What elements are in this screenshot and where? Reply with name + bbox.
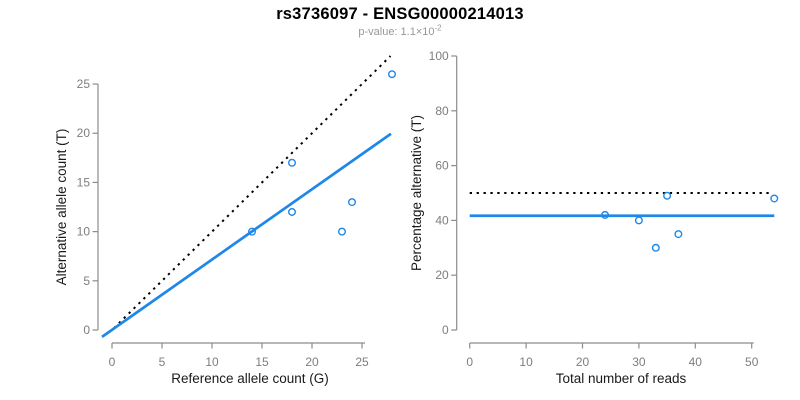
x-tick-label: 40 [689,355,703,369]
data-point [288,207,297,216]
x-tick-label: 10 [519,355,533,369]
pvalue-subtitle: p-value: 1.1×10-2 [0,23,800,38]
y-tick-label: 10 [77,225,91,239]
x-tick-label: 30 [632,355,646,369]
y-tick-label: 20 [435,268,449,282]
y-tick-label: 0 [442,323,449,337]
x-tick-label: 10 [205,355,219,369]
data-point [663,191,672,200]
y-tick-label: 80 [435,104,449,118]
page-title: rs3736097 - ENSG00000214013 [276,5,524,23]
allele-count-scatter-panel: 0 5 10 15 20 25 0 5 10 15 20 25 Reference allele cou… [54,55,397,386]
data-point [338,227,347,236]
pvalue-text: p-value: 1.1×10 [358,26,435,38]
data-point [651,243,660,252]
x-tick-label: 0 [466,355,473,369]
data-point [601,210,610,219]
identity-line [113,55,392,329]
x-tick-label: 50 [745,355,759,369]
percentage-scatter-panel: 0 10 20 30 40 50 0 20 40 60 80 100 Total number of r… [409,49,779,386]
x-axis-title: Total number of reads [556,371,687,386]
fit-line [101,132,392,338]
x-tick-label: 0 [109,355,116,369]
data-point [288,158,297,167]
x-tick-label: 25 [355,355,369,369]
data-point [770,194,779,203]
y-tick-label: 60 [435,159,449,173]
data-point [348,198,357,207]
x-axis-title: Reference allele count (G) [171,371,329,386]
y-tick-label: 0 [83,323,90,337]
y-axis-title: Alternative allele count (T) [54,129,69,286]
y-tick-label: 100 [429,49,449,63]
y-tick-label: 40 [435,213,449,227]
data-point [674,230,683,239]
x-tick-label: 20 [305,355,319,369]
y-tick-label: 5 [83,274,90,288]
x-tick-label: 20 [576,355,590,369]
data-point [247,227,256,236]
y-tick-label: 15 [77,175,91,189]
y-axis-title: Percentage alternative (T) [409,115,424,271]
pvalue-exponent: -2 [434,23,442,33]
data-point [634,216,643,225]
x-tick-label: 15 [255,355,269,369]
y-tick-label: 25 [77,77,91,91]
y-tick-label: 20 [77,126,91,140]
x-tick-label: 5 [159,355,166,369]
data-point [388,70,397,79]
